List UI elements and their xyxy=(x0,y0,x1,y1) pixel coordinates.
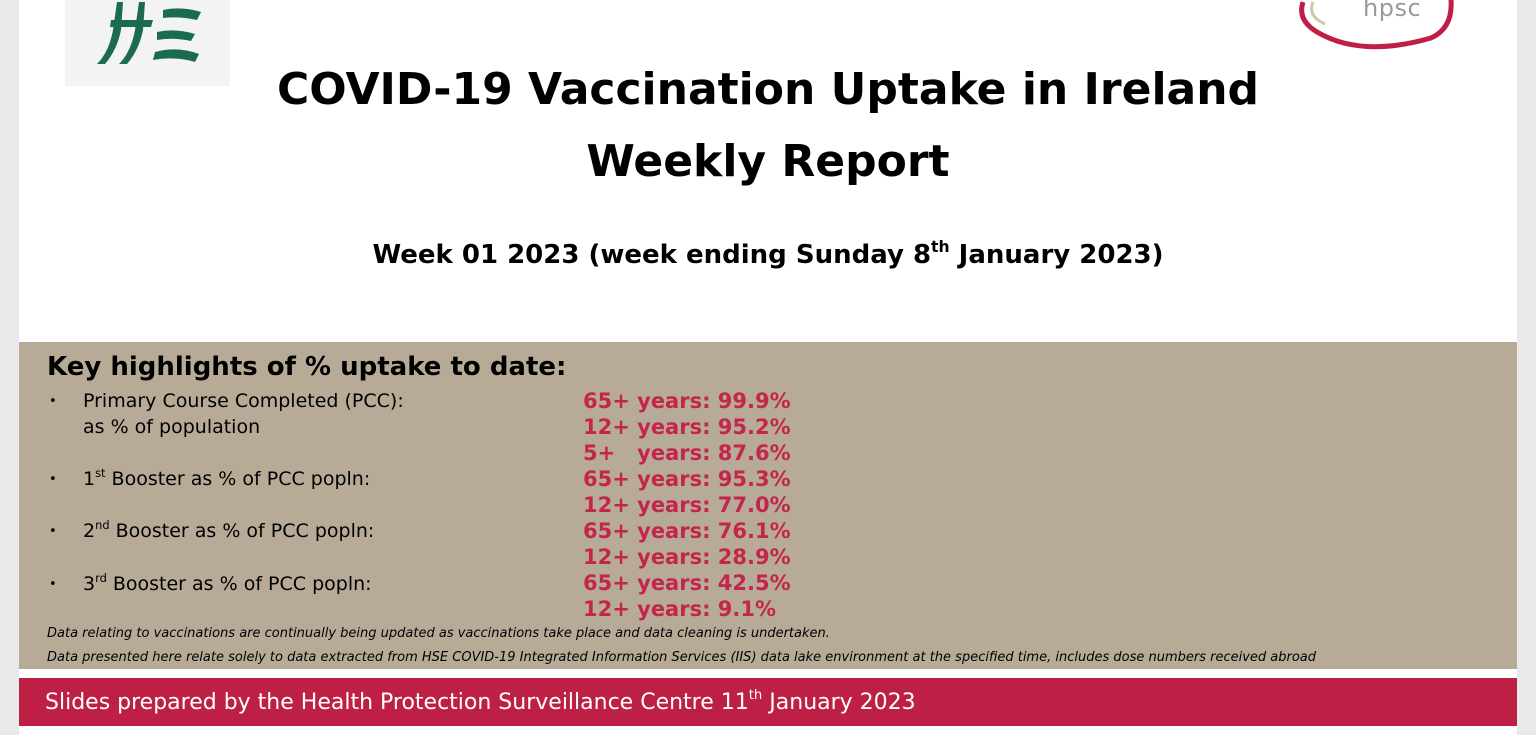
booster1-num: 1 xyxy=(83,468,96,490)
report-title-line2: Weekly Report xyxy=(586,136,950,187)
hse-logo xyxy=(65,0,230,86)
slide: hpsc COVID-19 Vaccination Uptake in Irel… xyxy=(19,0,1517,735)
report-title-line1: COVID-19 Vaccination Uptake in Ireland xyxy=(276,64,1260,115)
bullet-dot: • xyxy=(49,472,57,487)
subtitle-text-post: January 2023) xyxy=(949,240,1164,270)
hpsc-logo-text: hpsc xyxy=(1363,0,1422,22)
booster1-label: Booster as % of PCC popln: xyxy=(105,468,371,490)
pcc-label: Primary Course Completed (PCC): xyxy=(83,390,404,412)
booster3-value-65plus: 65+ years: 42.5% xyxy=(583,571,791,595)
footer-text: Slides prepared by the Health Protection… xyxy=(45,688,916,715)
report-week-subtitle: Week 01 2023 (week ending Sunday 8th Jan… xyxy=(19,237,1517,270)
booster3-sup: rd xyxy=(95,570,107,585)
booster3-label: Booster as % of PCC popln: xyxy=(106,573,372,595)
booster3-value-12plus: 12+ years: 9.1% xyxy=(583,597,777,621)
bullet-booster2: • 2nd Booster as % of PCC popln: xyxy=(49,517,375,542)
data-note-2: Data presented here relate solely to dat… xyxy=(47,650,1317,665)
booster1-value-65plus: 65+ years: 95.3% xyxy=(583,467,791,491)
booster2-sup: nd xyxy=(95,517,110,532)
highlights-panel: Key highlights of % uptake to date: • Pri… xyxy=(19,342,1517,669)
subtitle-text-pre: Week 01 2023 (week ending Sunday 8 xyxy=(372,240,932,270)
booster2-value-65plus: 65+ years: 76.1% xyxy=(583,519,791,543)
bullet-dot: • xyxy=(49,524,57,539)
bullet-dot: • xyxy=(49,577,57,592)
booster2-value-12plus: 12+ years: 28.9% xyxy=(583,545,791,569)
highlights-heading: Key highlights of % uptake to date: xyxy=(47,352,567,382)
booster2-label: Booster as % of PCC popln: xyxy=(109,520,375,542)
bullet-pcc: • Primary Course Completed (PCC): xyxy=(49,390,404,412)
bullet-booster1: • 1st Booster as % of PCC popln: xyxy=(49,465,371,490)
hpsc-logo: hpsc xyxy=(1291,0,1461,58)
footer-text-pre: Slides prepared by the Health Protection… xyxy=(45,690,749,715)
subtitle-sup: th xyxy=(931,237,950,256)
pcc-value-65plus: 65+ years: 99.9% xyxy=(583,389,791,413)
bullet-booster3: • 3rd Booster as % of PCC popln: xyxy=(49,570,372,595)
booster1-sup: st xyxy=(95,465,106,480)
booster1-value-12plus: 12+ years: 77.0% xyxy=(583,493,791,517)
data-note-1: Data relating to vaccinations are contin… xyxy=(47,626,830,641)
footer-sup: th xyxy=(748,688,763,704)
pcc-value-12plus: 12+ years: 95.2% xyxy=(583,415,791,439)
footer-text-post: January 2023 xyxy=(762,690,916,715)
footer-banner: Slides prepared by the Health Protection… xyxy=(19,678,1517,726)
pcc-value-5plus: 5+ years: 87.6% xyxy=(583,441,791,465)
booster3-num: 3 xyxy=(83,573,96,595)
pcc-label-continuation: as % of population xyxy=(83,416,261,438)
bullet-dot: • xyxy=(49,394,57,409)
booster2-num: 2 xyxy=(83,520,96,542)
